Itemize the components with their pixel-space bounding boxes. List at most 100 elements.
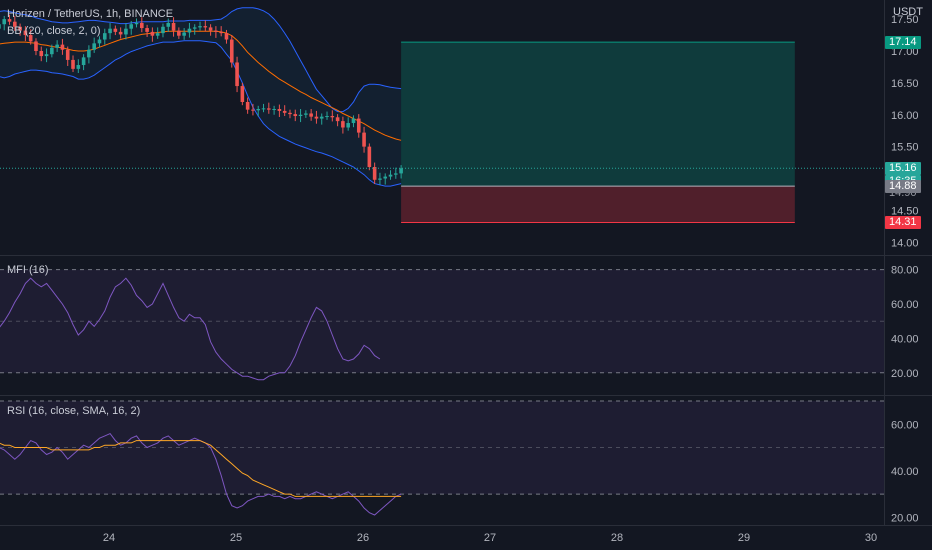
target-price-tag: 17.14	[885, 35, 921, 49]
candle	[55, 40, 59, 52]
candle-body	[60, 44, 65, 50]
candle	[177, 27, 181, 39]
candle	[187, 22, 192, 38]
candle-body	[214, 30, 218, 32]
candle-body	[97, 39, 102, 44]
candle	[65, 46, 70, 66]
candle-body	[44, 54, 49, 57]
profit-zone	[401, 42, 795, 187]
candle	[367, 143, 372, 171]
candle-body	[277, 109, 282, 111]
candle-body	[23, 30, 28, 36]
time-tick-label: 25	[230, 532, 242, 544]
candle-body	[383, 176, 388, 179]
candle	[113, 25, 118, 36]
candle	[277, 104, 282, 117]
candle-body	[378, 178, 382, 180]
candle	[341, 116, 345, 134]
candle-body	[150, 31, 155, 36]
candle	[2, 15, 7, 31]
candle-body	[229, 39, 234, 63]
candle	[129, 21, 134, 35]
mfi-tick-label: 40.00	[891, 333, 919, 345]
candle-body	[356, 118, 361, 133]
candle-body	[155, 33, 160, 36]
time-tick-label: 27	[484, 532, 496, 544]
candle	[44, 48, 49, 63]
candle-body	[87, 49, 91, 58]
candle-body	[304, 113, 308, 115]
mfi-tick-label: 20.00	[891, 368, 919, 380]
candle	[0, 24, 1, 29]
candle-body	[65, 49, 70, 60]
candle	[314, 110, 319, 124]
candle	[298, 109, 303, 123]
candle-body	[203, 26, 208, 28]
candle	[140, 17, 144, 33]
candle	[76, 59, 81, 73]
price-tick-label: 14.00	[891, 237, 919, 249]
candle	[362, 126, 366, 153]
candle	[7, 14, 12, 25]
candle-body	[309, 113, 313, 117]
candle-body	[219, 31, 223, 34]
candle-body	[367, 146, 372, 168]
candle	[256, 105, 261, 117]
mfi-legend: MFI (16)	[7, 264, 49, 276]
price-tick-label: 14.50	[891, 205, 919, 217]
candle-body	[240, 86, 245, 102]
candle-body	[245, 102, 250, 110]
candle-body	[113, 28, 118, 32]
stop-price-tag: 14.31	[885, 215, 921, 229]
candle-body	[330, 116, 335, 118]
candle-body	[399, 168, 403, 174]
mfi-line	[0, 277, 381, 381]
price-tick-label: 17.00	[891, 46, 919, 58]
price-tick-label: 17.50	[891, 14, 919, 26]
candle-body	[71, 59, 75, 69]
candle	[394, 167, 398, 179]
candle	[399, 165, 403, 179]
candle-body	[256, 109, 261, 111]
candle	[240, 82, 245, 106]
candle	[351, 115, 356, 128]
candle-body	[161, 26, 165, 34]
candle-body	[282, 110, 287, 113]
candle	[267, 102, 271, 114]
candle	[203, 20, 208, 32]
rsi-tick-label: 40.00	[891, 466, 919, 478]
candle	[108, 22, 112, 40]
candle	[198, 21, 202, 31]
candle	[272, 105, 276, 115]
candle-body	[13, 21, 17, 27]
candle-body	[55, 44, 59, 48]
candle	[192, 24, 197, 35]
candle	[18, 23, 22, 36]
candle	[388, 170, 393, 180]
candle-body	[394, 173, 398, 175]
candle-body	[134, 22, 139, 25]
candle-body	[267, 108, 271, 110]
candle	[71, 55, 75, 73]
candle	[60, 38, 65, 55]
candle	[309, 109, 313, 121]
candle-body	[293, 114, 298, 117]
time-tick-label: 26	[357, 532, 369, 544]
candle-body	[102, 33, 107, 40]
candle-body	[171, 22, 176, 31]
loss-zone	[401, 186, 795, 223]
rsi-line	[0, 432, 402, 516]
candle-body	[224, 33, 229, 40]
candle	[92, 37, 96, 53]
candle	[23, 26, 28, 42]
candle	[145, 24, 149, 37]
currency-label: USDT	[893, 6, 923, 18]
mfi-tick-label: 60.00	[891, 299, 919, 311]
candle	[50, 44, 54, 58]
candle	[102, 28, 107, 45]
candle-body	[351, 118, 356, 124]
time-tick-label: 29	[738, 532, 750, 544]
candle-body	[166, 22, 171, 27]
